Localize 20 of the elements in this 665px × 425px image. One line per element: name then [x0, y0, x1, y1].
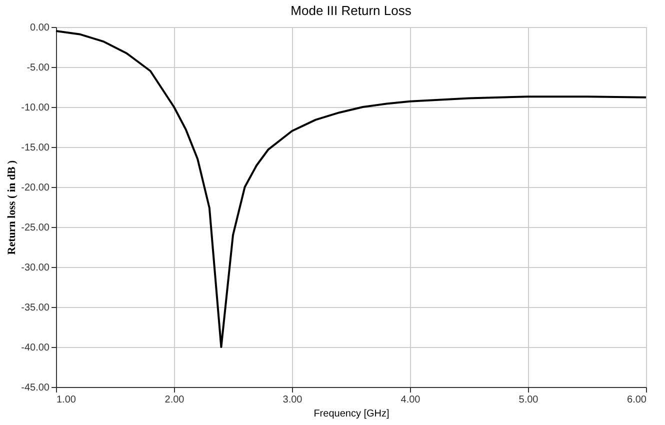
y-tick-label: -10.00: [21, 102, 50, 114]
y-tick-label: -5.00: [26, 62, 50, 74]
y-tick-label: -20.00: [21, 182, 50, 194]
x-tick-label: 4.00: [400, 394, 421, 406]
y-tick-label: -30.00: [21, 262, 50, 274]
x-tick-label: 2.00: [164, 394, 185, 406]
line-series: [55, 30, 647, 348]
x-tick-label: 5.00: [518, 394, 539, 406]
x-tick-label: 1.00: [56, 394, 76, 406]
y-tick-label: -35.00: [21, 302, 50, 314]
x-tick-label: 3.00: [282, 394, 303, 406]
y-axis-title: Return loss ( in dB ): [6, 160, 18, 255]
y-tick-label: -40.00: [21, 342, 50, 354]
y-tick-label: 0.00: [30, 22, 50, 34]
chart-title: Mode III Return Loss: [290, 3, 412, 18]
x-axis-title: Frequency [GHz]: [314, 408, 390, 420]
y-tick-label: -25.00: [21, 222, 50, 234]
y-tick-label: -45.00: [21, 382, 50, 394]
y-tick-label: -15.00: [21, 142, 50, 154]
x-tick-label: 6.00: [627, 394, 647, 406]
